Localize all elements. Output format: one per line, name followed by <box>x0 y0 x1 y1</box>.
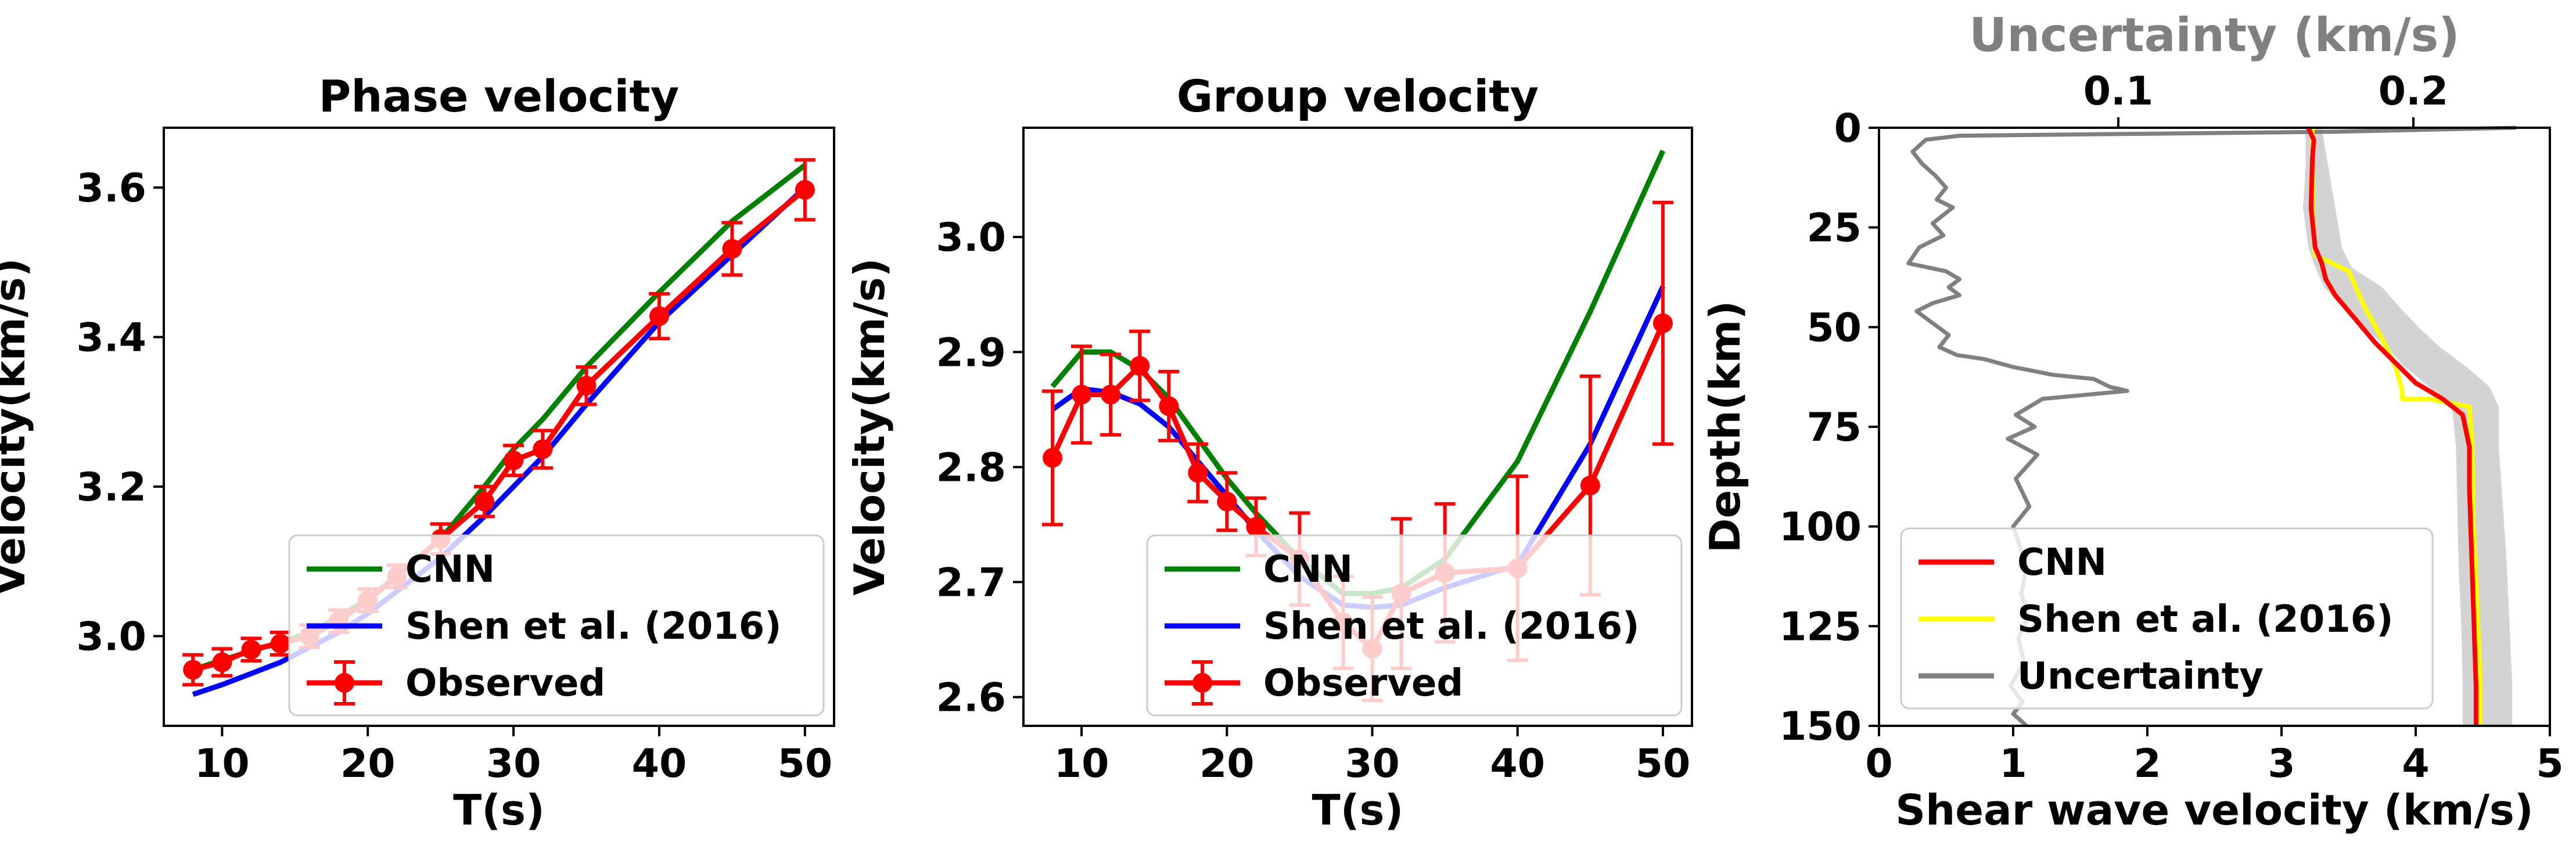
y-tick-label: 150 <box>1779 704 1862 750</box>
legend: CNN Shen et al. (2016) Uncertainty <box>1900 527 2434 710</box>
legend: CNN Shen et al. (2016) Observed <box>288 534 825 717</box>
x-tick-label: 40 <box>632 741 687 787</box>
series-line-cnn <box>2306 127 2478 726</box>
chart-title: Group velocity <box>1177 70 1539 122</box>
plot-frame <box>1022 127 1693 727</box>
x-tick-label: 50 <box>1636 741 1691 787</box>
data-point <box>1130 356 1150 376</box>
y-tick-label: 3.6 <box>77 165 146 211</box>
x-axis-label: T(s) <box>1312 786 1404 834</box>
data-point <box>649 306 669 326</box>
data-point <box>576 376 597 396</box>
y-axis-label: Depth(km) <box>1701 301 1749 553</box>
legend-label: Observed <box>1263 662 1463 705</box>
y-tick-label: 125 <box>1779 604 1862 650</box>
data-point <box>212 652 232 672</box>
data-point <box>533 439 553 459</box>
data-point <box>241 639 261 660</box>
chart-panels: 10 20 30 40 503.03.23.43.6T(s)Velocity(km/s)… <box>0 8 2564 834</box>
x-tick-label: 10 <box>195 741 250 787</box>
x-tick-label: 2 <box>2133 741 2161 787</box>
x-tick-label: 20 <box>340 741 396 787</box>
plot-frame <box>163 127 835 727</box>
legend-label: Observed <box>405 662 605 705</box>
x-tick-label: 5 <box>2536 741 2563 787</box>
y-tick-label: 3.2 <box>77 465 146 510</box>
data-point <box>1217 491 1237 512</box>
x-tick-label: 1 <box>1999 741 2027 787</box>
y-tick-label: 2.6 <box>936 675 1006 721</box>
legend-label: Uncertainty <box>2017 655 2264 698</box>
legend-box <box>1900 527 2434 710</box>
legend-marker <box>1192 673 1212 693</box>
legend-label: CNN <box>1263 548 1353 591</box>
y-tick-label: 75 <box>1806 405 1862 451</box>
chart-panel-phase-velocity: 10 20 30 40 50 3.0 3.2 3.4 3.6 T(s) Velocity(km/s)… <box>0 70 835 834</box>
x-tick-label: 3 <box>2268 741 2295 787</box>
uncertainty-band <box>2303 128 2513 726</box>
chart-panel-group-velocity: 10 20 30 40 50 2.6 2.7 2.8 2.9 3.0 T(s) Velocity(km… <box>845 70 1693 834</box>
x-tick-label: 20 <box>1199 741 1255 787</box>
legend-label: CNN <box>2017 541 2107 584</box>
y-tick-label: 50 <box>1806 305 1862 351</box>
legend-label: Shen et al. (2016) <box>2017 598 2394 641</box>
x-tick-label: 40 <box>1490 741 1545 787</box>
y-axis-label: Velocity(km/s) <box>0 258 34 595</box>
y-tick-label: 100 <box>1779 505 1862 550</box>
y-tick-label: 2.9 <box>936 330 1006 376</box>
data-point <box>1188 463 1208 483</box>
data-point <box>722 239 742 259</box>
data-point <box>1652 313 1673 333</box>
y-tick-label: 3.0 <box>936 215 1006 261</box>
data-point <box>1580 476 1600 496</box>
top-axis-label: Uncertainty (km/s) <box>1969 8 2459 62</box>
y-tick-label: 2.7 <box>936 560 1006 606</box>
legend-label: CNN <box>405 548 495 591</box>
x-tick-label: 30 <box>486 741 541 787</box>
legend-box <box>1146 534 1683 717</box>
data-point <box>795 179 815 200</box>
data-point <box>474 491 494 512</box>
top-tick-label: 0.1 <box>2083 69 2153 114</box>
data-point <box>1159 396 1179 416</box>
x-axis-label: T(s) <box>453 786 545 834</box>
x-tick-label: 10 <box>1054 741 1109 787</box>
chart-title: Phase velocity <box>319 70 680 122</box>
legend-label: Shen et al. (2016) <box>1263 605 1640 648</box>
x-tick-label: 0 <box>1865 741 1892 787</box>
y-tick-label: 3.0 <box>77 614 146 660</box>
y-tick-label: 2.8 <box>936 445 1006 491</box>
y-tick-label: 0 <box>1834 106 1862 152</box>
data-point <box>504 450 524 470</box>
legend-label: Shen et al. (2016) <box>405 605 782 648</box>
legend-marker <box>335 673 354 693</box>
data-point <box>1246 517 1266 537</box>
legend: CNN Shen et al. (2016) Observed <box>1146 534 1683 717</box>
x-tick-label: 4 <box>2402 741 2429 787</box>
data-point <box>1101 384 1121 405</box>
y-tick-label: 25 <box>1806 206 1862 251</box>
legend-box <box>288 534 825 717</box>
data-point <box>270 634 290 654</box>
x-axis-label: Shear wave velocity (km/s) <box>1895 786 2534 834</box>
data-point <box>183 660 203 680</box>
data-point <box>1043 448 1063 468</box>
y-tick-label: 3.4 <box>77 315 146 361</box>
x-tick-label: 50 <box>778 741 833 787</box>
y-axis-label: Velocity(km/s) <box>845 258 894 595</box>
x-tick-label: 30 <box>1345 741 1400 787</box>
data-point <box>1072 384 1092 405</box>
top-tick-label: 0.2 <box>2379 69 2448 114</box>
